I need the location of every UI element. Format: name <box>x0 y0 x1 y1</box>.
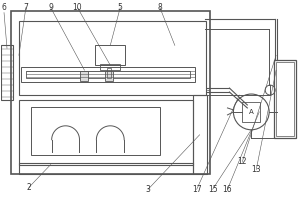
Text: 15: 15 <box>208 185 218 194</box>
Text: 9: 9 <box>48 3 53 12</box>
Bar <box>19 21 206 95</box>
Bar <box>100 64 120 70</box>
Bar <box>31 107 160 155</box>
Bar <box>274 60 296 138</box>
Text: 12: 12 <box>238 157 247 166</box>
Bar <box>95 45 125 65</box>
Text: 8: 8 <box>158 3 162 12</box>
Bar <box>242 102 260 122</box>
Bar <box>11 11 210 174</box>
Bar <box>276 62 294 136</box>
Bar <box>19 100 193 165</box>
Text: 3: 3 <box>146 185 151 194</box>
Text: 13: 13 <box>251 165 261 174</box>
Bar <box>193 95 207 174</box>
Text: A: A <box>249 109 254 115</box>
Text: 16: 16 <box>223 185 232 194</box>
Bar <box>19 163 193 174</box>
Bar <box>26 71 190 78</box>
Text: 10: 10 <box>73 3 82 12</box>
Bar <box>80 71 88 81</box>
Bar <box>107 68 111 78</box>
Bar <box>21 67 195 82</box>
Text: 7: 7 <box>23 3 28 12</box>
Bar <box>1 45 13 100</box>
Text: 2: 2 <box>26 183 31 192</box>
Text: 6: 6 <box>2 3 7 12</box>
Bar <box>105 71 113 81</box>
Text: 17: 17 <box>192 185 202 194</box>
Text: 5: 5 <box>118 3 123 12</box>
